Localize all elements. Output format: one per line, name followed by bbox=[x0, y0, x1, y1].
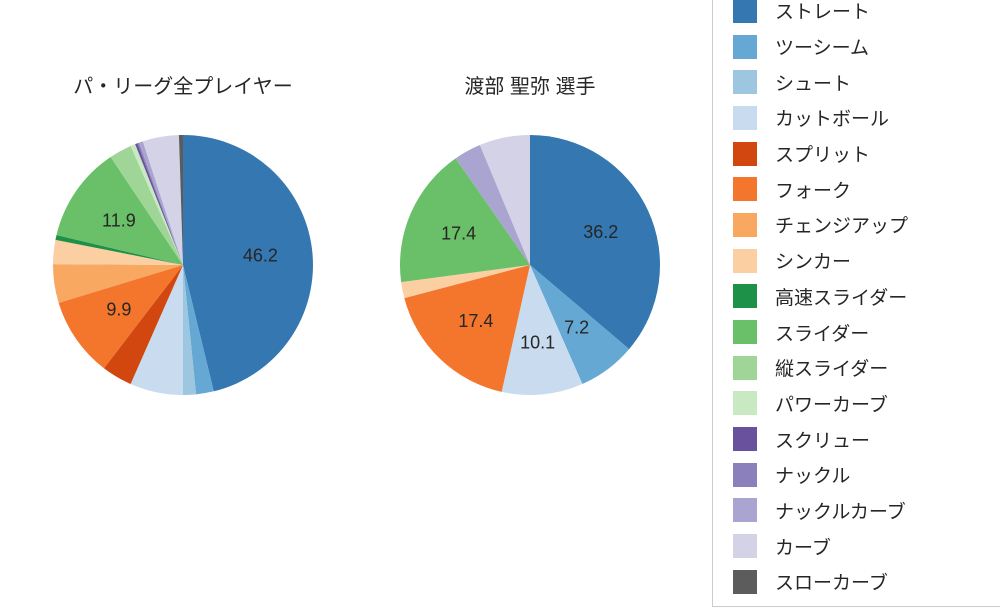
pie-slice bbox=[56, 157, 183, 265]
legend-label: カットボール bbox=[775, 109, 890, 131]
pie-value-label: 11.9 bbox=[102, 211, 136, 231]
legend-swatch bbox=[733, 498, 757, 523]
pie-slice bbox=[135, 143, 183, 265]
legend-label: シンカー bbox=[775, 252, 852, 274]
legend-item: シュート bbox=[733, 64, 1000, 100]
chart-title-player: 渡部 聖弥 選手 bbox=[464, 76, 596, 98]
legend-label: チェンジアップ bbox=[775, 216, 909, 238]
pie-player: 36.2 7.2 10.1 17.4 17.4 bbox=[400, 135, 661, 396]
pie-slice bbox=[53, 239, 183, 265]
legend-label: スクリュー bbox=[775, 430, 871, 452]
legend-swatch bbox=[733, 427, 757, 452]
legend-swatch bbox=[733, 177, 757, 202]
legend-label: 縦スライダー bbox=[775, 359, 889, 381]
pie-chart-player: 渡部 聖弥 選手 36.2 7.2 10.1 17.4 17.4 bbox=[395, 70, 665, 410]
pitch-type-legend: ストレートツーシームシュートカットボール スプリットフォークチェンジアップ シンカー… bbox=[712, 0, 1000, 607]
pie-slice bbox=[400, 158, 530, 283]
legend-swatch bbox=[733, 70, 757, 95]
pie-slice bbox=[138, 141, 183, 265]
legend-item: カーブ bbox=[733, 528, 1000, 564]
legend-label: ストレート bbox=[775, 2, 871, 24]
legend-swatch bbox=[733, 391, 757, 416]
legend-label: カーブ bbox=[775, 537, 831, 559]
pie-league: 46.2 9.9 11.9 bbox=[52, 134, 313, 395]
pie-slice bbox=[142, 135, 183, 265]
pie-slice bbox=[401, 265, 530, 299]
legend-swatch bbox=[733, 284, 757, 309]
pie-slice bbox=[130, 144, 183, 265]
legend-label: フォーク bbox=[775, 180, 852, 202]
legend-label: スプリット bbox=[775, 145, 871, 167]
legend-item: ツーシーム bbox=[733, 29, 1000, 65]
legend-item: ナックルカーブ bbox=[733, 493, 1000, 529]
pie-slice bbox=[183, 265, 197, 395]
pie-slice bbox=[530, 135, 661, 350]
legend-item: シンカー bbox=[733, 243, 1000, 279]
legend-swatch bbox=[733, 248, 757, 273]
pie-value-label: 17.4 bbox=[458, 311, 493, 331]
pie-slice bbox=[52, 264, 184, 303]
legend-label: シュート bbox=[775, 73, 852, 95]
chart-title-league: パ・リーグ全プレイヤー bbox=[73, 76, 293, 98]
legend-item: スクリュー bbox=[733, 421, 1000, 457]
pie-chart-league: パ・リーグ全プレイヤー 46.2 9.9 11.9 bbox=[48, 70, 318, 410]
legend-swatch bbox=[733, 0, 757, 23]
pie-slice bbox=[178, 134, 183, 265]
legend-swatch bbox=[733, 105, 757, 130]
legend-item: ストレート bbox=[733, 0, 1000, 29]
pie-slice bbox=[183, 135, 313, 392]
pie-value-label: 17.4 bbox=[441, 224, 476, 244]
pie-slice bbox=[479, 135, 530, 265]
legend-label: ナックルカーブ bbox=[775, 501, 906, 523]
legend-swatch bbox=[733, 569, 757, 594]
legend-item: チェンジアップ bbox=[733, 207, 1000, 243]
legend-label: ナックル bbox=[775, 466, 851, 488]
legend-swatch bbox=[733, 141, 757, 166]
pie-value-label: 10.1 bbox=[520, 333, 555, 353]
legend-item: ナックル bbox=[733, 457, 1000, 493]
pie-slice bbox=[130, 265, 183, 395]
legend-label: 高速スライダー bbox=[775, 287, 908, 309]
pie-value-label: 9.9 bbox=[106, 299, 131, 319]
pie-slice bbox=[404, 265, 530, 392]
legend-label: スローカーブ bbox=[775, 573, 888, 595]
pie-slice bbox=[455, 145, 530, 265]
legend-swatch bbox=[733, 534, 757, 559]
legend-swatch bbox=[733, 34, 757, 59]
legend-item: スプリット bbox=[733, 136, 1000, 172]
legend-item: スローカーブ bbox=[733, 564, 1000, 600]
legend-item: カットボール bbox=[733, 100, 1000, 136]
pie-slice bbox=[183, 265, 214, 395]
pie-slice bbox=[103, 265, 183, 384]
legend-label: スライダー bbox=[775, 323, 870, 345]
pie-value-label: 7.2 bbox=[564, 318, 589, 338]
pie-slice bbox=[530, 265, 630, 384]
pie-slice bbox=[137, 142, 183, 265]
pie-value-label: 36.2 bbox=[583, 222, 618, 242]
legend-swatch bbox=[733, 212, 757, 237]
pie-slice bbox=[58, 265, 183, 369]
legend-item: スライダー bbox=[733, 314, 1000, 350]
legend-item: パワーカーブ bbox=[733, 386, 1000, 422]
pie-slice bbox=[55, 235, 183, 265]
legend-label: ツーシーム bbox=[775, 38, 870, 60]
legend-label: パワーカーブ bbox=[775, 394, 888, 416]
pie-slice bbox=[110, 146, 183, 265]
legend-swatch bbox=[733, 355, 757, 380]
legend-item: 高速スライダー bbox=[733, 279, 1000, 315]
legend-swatch bbox=[733, 462, 757, 487]
pie-slice bbox=[501, 265, 583, 396]
legend-item: 縦スライダー bbox=[733, 350, 1000, 386]
legend-swatch bbox=[733, 320, 757, 345]
legend-item: フォーク bbox=[733, 171, 1000, 207]
pie-value-label: 46.2 bbox=[243, 246, 278, 266]
